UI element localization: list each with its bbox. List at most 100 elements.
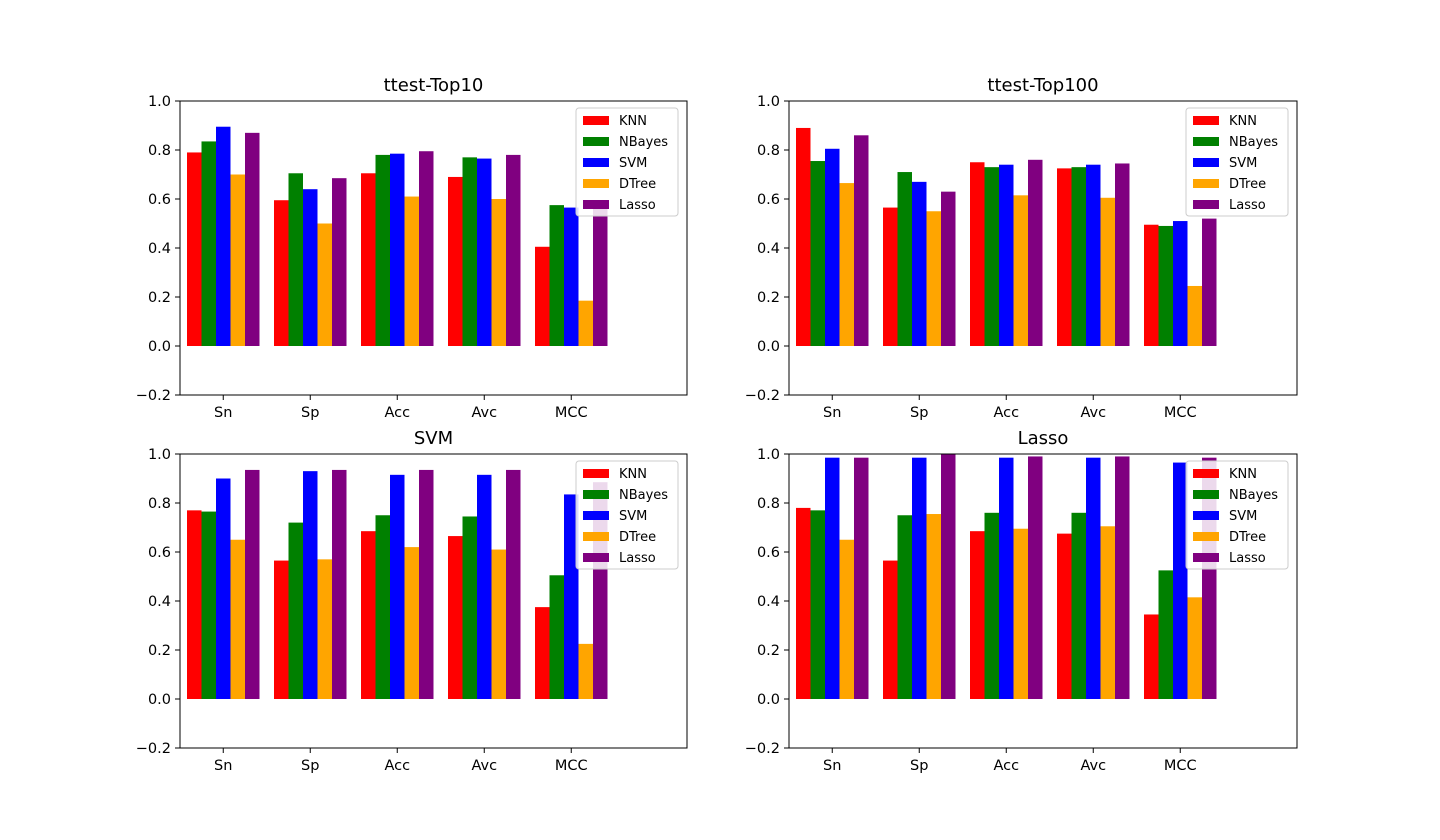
bar-lasso-acc <box>419 469 434 699</box>
bar-lasso-mcc <box>593 201 608 346</box>
bar-knn-acc <box>970 162 985 346</box>
legend-label-dtree: DTree <box>1229 530 1266 545</box>
bar-svm-mcc <box>564 494 579 699</box>
bar-nbayes-sp <box>288 173 303 346</box>
legend-label-dtree: DTree <box>619 530 656 545</box>
bar-svm-sn <box>825 148 840 346</box>
y-tick-label: 0.8 <box>757 496 780 512</box>
bar-svm-sn <box>216 478 231 699</box>
bar-lasso-avc <box>1115 456 1130 699</box>
bar-svm-avc <box>1086 164 1101 346</box>
bar-lasso-sn <box>245 469 260 699</box>
bar-dtree-sn <box>230 539 245 699</box>
legend: KNN NBayes SVM DTree Lasso <box>575 107 679 217</box>
y-tick-label: −0.2 <box>745 388 780 404</box>
bar-nbayes-mcc <box>1158 570 1173 699</box>
bar-dtree-mcc <box>1187 285 1202 346</box>
bar-knn-mcc <box>535 607 550 699</box>
x-tick-label: Acc <box>384 758 410 774</box>
bar-lasso-acc <box>1028 456 1043 699</box>
bar-nbayes-sn <box>810 161 825 346</box>
legend-label-nbayes: NBayes <box>619 135 668 150</box>
bar-svm-avc <box>1086 457 1101 699</box>
bar-lasso-sp <box>941 454 956 699</box>
x-tick-label: MCC <box>1164 405 1197 421</box>
bar-lasso-sp <box>332 178 347 346</box>
y-tick-label: 0.6 <box>757 192 780 208</box>
legend-label-knn: KNN <box>619 114 647 129</box>
bar-dtree-acc <box>404 547 419 699</box>
bar-dtree-sn <box>839 539 854 699</box>
x-tick-label: Sn <box>214 405 232 421</box>
bar-nbayes-sp <box>288 522 303 699</box>
bar-knn-mcc <box>535 246 550 346</box>
bar-nbayes-acc <box>984 167 999 346</box>
y-tick-label: 1.0 <box>148 447 171 463</box>
legend-swatch-lasso <box>1193 200 1219 209</box>
bar-svm-sp <box>912 457 927 699</box>
legend-label-knn: KNN <box>1229 114 1257 129</box>
legend-swatch-knn <box>1193 116 1219 125</box>
bar-knn-mcc <box>1144 224 1159 346</box>
x-tick-label: MCC <box>555 405 588 421</box>
bar-dtree-mcc <box>1187 597 1202 699</box>
legend-swatch-svm <box>583 158 609 167</box>
legend: KNN NBayes SVM DTree Lasso <box>1185 107 1289 217</box>
bar-nbayes-avc <box>462 516 477 699</box>
bar-knn-acc <box>970 531 985 699</box>
bar-dtree-avc <box>1100 526 1115 699</box>
legend-box <box>575 107 679 217</box>
legend-swatch-lasso <box>1193 553 1219 562</box>
y-tick-label: 0.2 <box>148 643 171 659</box>
legend-swatch-dtree <box>583 532 609 541</box>
chart-title: ttest-Top100 <box>987 75 1098 96</box>
y-tick-label: 0.8 <box>148 496 171 512</box>
chart-title: ttest-Top10 <box>384 75 484 96</box>
legend-swatch-dtree <box>583 179 609 188</box>
legend-label-lasso: Lasso <box>1229 551 1266 566</box>
legend: KNN NBayes SVM DTree Lasso <box>1185 460 1289 570</box>
legend-label-knn: KNN <box>1229 467 1257 482</box>
legend-label-knn: KNN <box>619 467 647 482</box>
legend: KNN NBayes SVM DTree Lasso <box>575 460 679 570</box>
bar-dtree-acc <box>404 196 419 346</box>
bar-lasso-mcc <box>1202 218 1217 346</box>
legend-swatch-lasso <box>583 200 609 209</box>
bar-svm-acc <box>999 164 1014 346</box>
legend-label-nbayes: NBayes <box>1229 488 1278 503</box>
y-tick-label: 0.4 <box>148 594 171 610</box>
legend-label-svm: SVM <box>619 509 647 524</box>
bar-dtree-sp <box>926 211 941 346</box>
x-tick-label: MCC <box>1164 758 1197 774</box>
y-tick-label: 1.0 <box>148 94 171 110</box>
bar-knn-acc <box>361 173 376 346</box>
bar-nbayes-sp <box>897 172 912 346</box>
bar-svm-sp <box>912 181 927 346</box>
legend-swatch-svm <box>1193 511 1219 520</box>
x-tick-label: Sn <box>823 758 841 774</box>
legend-label-svm: SVM <box>1229 509 1257 524</box>
y-tick-label: 0.4 <box>148 241 171 257</box>
bar-svm-avc <box>477 158 492 346</box>
y-tick-label: 1.0 <box>757 447 780 463</box>
bar-svm-mcc <box>1173 221 1188 346</box>
chart-panel-3: −0.20.00.20.40.60.81.0Sn Sp Acc Avc MCCSVMKN… <box>136 428 688 774</box>
bar-knn-avc <box>448 176 463 346</box>
chart-panel-4: −0.2 0.0 0.2 0.4 0.6 0.8 1.0 Sn Sp Acc Avc MCC Lasso… <box>745 428 1298 774</box>
y-tick-label: 0.6 <box>148 192 171 208</box>
bar-nbayes-acc <box>375 154 390 346</box>
y-tick-label: 0.2 <box>757 643 780 659</box>
legend-label-dtree: DTree <box>1229 177 1266 192</box>
legend-label-svm: SVM <box>619 156 647 171</box>
bar-svm-sp <box>303 471 318 699</box>
bar-nbayes-acc <box>984 512 999 699</box>
bar-lasso-acc <box>419 151 434 346</box>
bar-dtree-sp <box>926 514 941 699</box>
bar-dtree-sn <box>839 183 854 346</box>
bar-nbayes-mcc <box>549 205 564 346</box>
legend-swatch-dtree <box>1193 179 1219 188</box>
bar-knn-sp <box>274 200 289 346</box>
y-tick-label: 0.0 <box>757 339 780 355</box>
chart-title: SVM <box>414 428 453 449</box>
